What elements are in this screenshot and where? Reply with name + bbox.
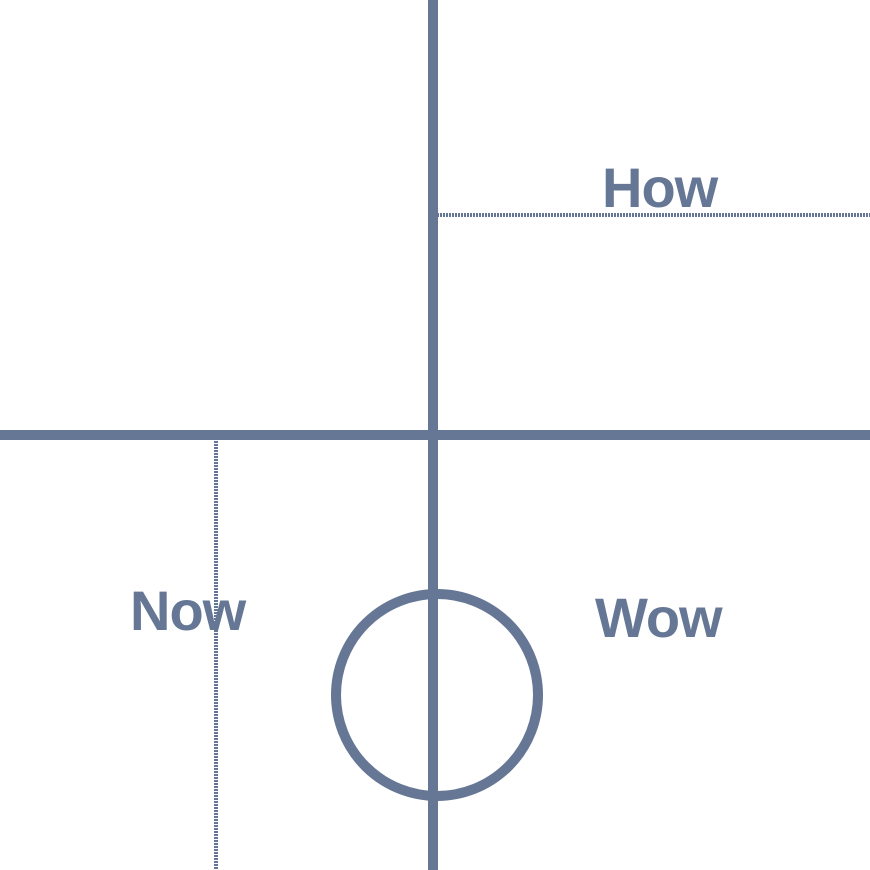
label-how: How (602, 156, 719, 219)
circle-shape (331, 589, 543, 801)
label-now: Now (130, 579, 247, 642)
label-wow: Wow (595, 586, 723, 649)
